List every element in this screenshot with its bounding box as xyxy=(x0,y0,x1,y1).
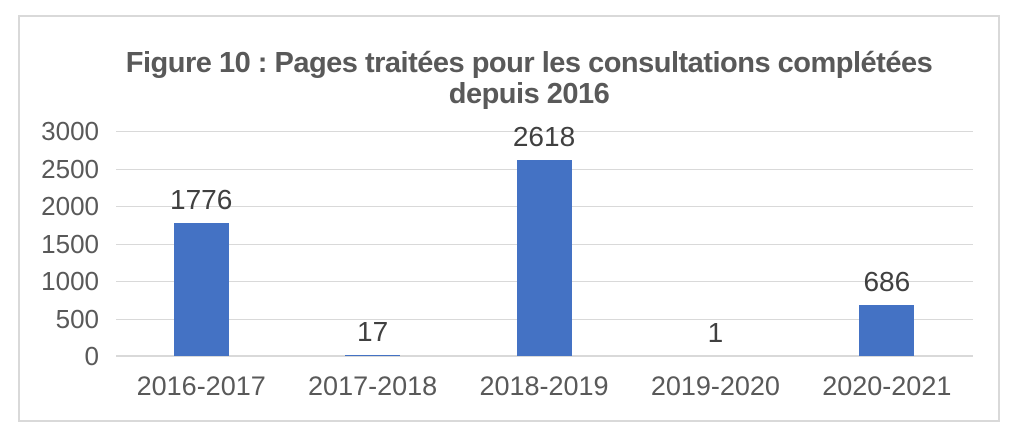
bar-value-label: 686 xyxy=(863,265,911,297)
bar-value-label: 2618 xyxy=(512,120,576,152)
y-axis-tick-label: 2000 xyxy=(41,191,99,221)
y-axis-tick-label: 1000 xyxy=(41,266,99,296)
bar-value-label: 17 xyxy=(357,315,389,347)
x-axis-category-label: 2018-2019 xyxy=(479,371,609,401)
x-axis-category-label: 2016-2017 xyxy=(136,371,266,401)
x-axis-category-label: 2019-2020 xyxy=(650,371,780,401)
chart-title-line-2: depuis 2016 xyxy=(448,78,610,110)
bar-2017-2018 xyxy=(345,354,401,356)
x-axis-category-label: 2020-2021 xyxy=(822,371,952,401)
x-axis-line xyxy=(115,355,973,357)
y-axis-tick-label: 0 xyxy=(84,341,99,371)
y-axis-tick-label: 500 xyxy=(55,303,99,334)
bar-value-label: 1 xyxy=(707,316,724,348)
bar-2016-2017 xyxy=(173,222,229,356)
chart-title: Figure 10 : Pages traitées pour les cons… xyxy=(38,48,1017,110)
x-axis-category-label: 2017-2018 xyxy=(308,371,438,401)
y-axis-tick-label: 2500 xyxy=(41,153,99,184)
gridline xyxy=(115,131,973,132)
bar-2020-2021 xyxy=(859,304,915,356)
y-axis-tick-label: 1500 xyxy=(41,228,99,259)
chart-frame: Figure 10 : Pages traitées pour les cons… xyxy=(18,15,1000,422)
bar-2018-2019 xyxy=(516,159,572,356)
chart-title-line-1: Figure 10 : Pages traitées pour les cons… xyxy=(125,47,933,79)
y-axis-tick-label: 3000 xyxy=(41,116,99,146)
bar-value-label: 1776 xyxy=(170,183,233,215)
